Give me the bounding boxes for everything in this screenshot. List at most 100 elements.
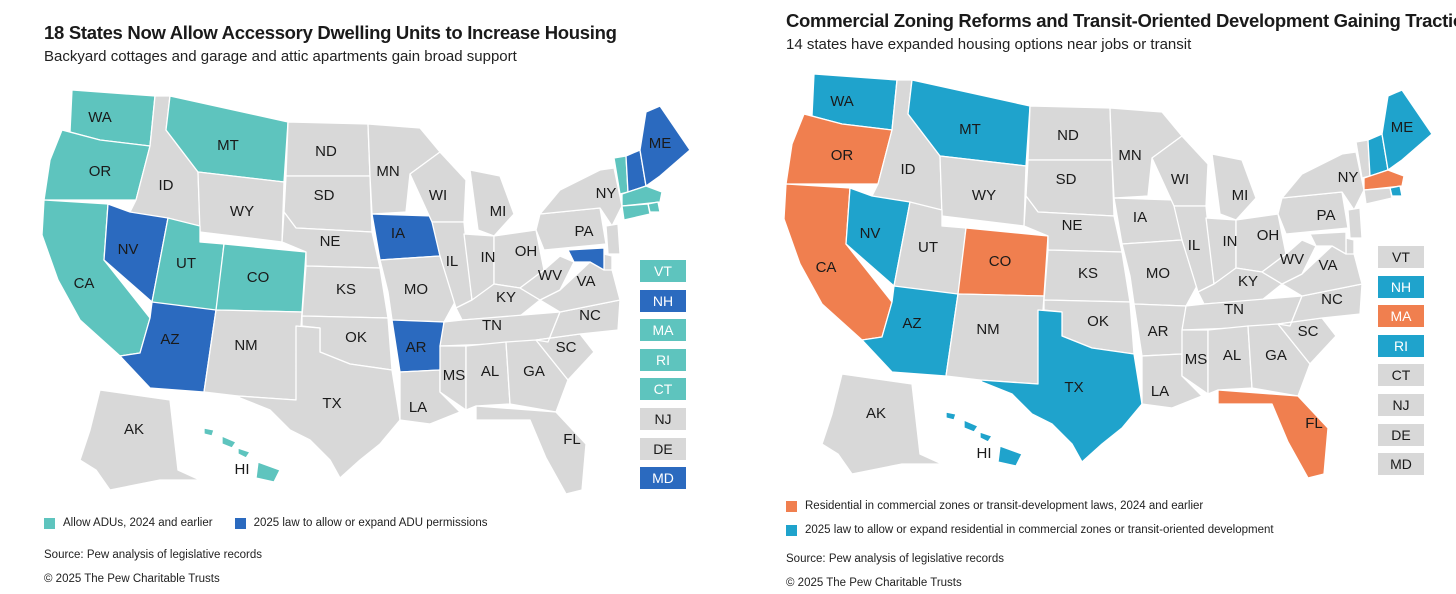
state-ct [621,203,651,221]
us-map: WA OR CA ID NV MT WY UT CO AZ NM ND SD N… [41,89,691,495]
state-label-la: LA [409,399,427,416]
state-label-ca: CA [74,275,95,292]
state-de [603,253,613,271]
legend-label: 2025 law to allow or expand residential … [805,524,1274,536]
state-label-ky: KY [496,289,516,306]
state-md [1309,231,1347,255]
state-mn [367,123,441,215]
state-label-ks: KS [1078,265,1098,282]
side-box-ma: MA [640,319,686,342]
state-label-ar: AR [406,339,427,356]
state-label-nc: NC [579,307,601,324]
state-hi-islet [203,427,251,459]
state-label-la: LA [1151,383,1169,400]
state-label-va: VA [1319,257,1338,274]
state-label-nd: ND [1057,127,1079,144]
state-label-mo: MO [1146,265,1170,282]
state-label-ak: AK [124,421,144,438]
side-box-nh: NH [640,289,686,312]
state-label-wi: WI [429,187,447,204]
source-note: Source: Pew analysis of legislative reco… [44,549,262,561]
legend-swatch [44,517,55,529]
state-pa [1277,191,1349,235]
state-label-wy: WY [230,203,254,220]
state-label-az: AZ [160,331,179,348]
state-label-il: IL [1188,237,1201,254]
side-box-vt: VT [1378,246,1424,268]
legend-item: Residential in commercial zones or trans… [786,500,1203,512]
state-ak [79,389,201,491]
state-label-mt: MT [959,121,981,138]
state-tx [979,309,1143,463]
state-hi [997,445,1023,467]
state-label-fl: FL [563,431,581,448]
state-nm [945,293,1045,385]
state-ia [371,213,441,261]
state-label-mt: MT [217,137,239,154]
state-mi [1211,153,1257,221]
small-states-legend: VT NH MA RI CT NJ DE MD [1378,246,1424,483]
state-label-mo: MO [404,281,428,298]
state-label-ne: NE [320,233,341,250]
legend-item: Allow ADUs, 2024 and earlier [44,517,213,529]
state-label-id: ID [901,161,916,178]
state-label-va: VA [577,273,596,290]
state-de [1345,237,1355,255]
state-md [567,247,605,271]
state-label-me: ME [649,135,672,152]
side-box-de: DE [640,437,686,460]
state-al [465,341,511,411]
state-label-wa: WA [88,109,112,126]
state-label-al: AL [1223,347,1241,364]
state-nm [203,309,303,401]
state-ny [1281,151,1365,211]
state-label-or: OR [89,163,112,180]
state-ga [505,339,569,413]
state-label-ny: NY [596,185,617,202]
state-label-hi: HI [235,461,250,478]
page-title: Commercial Zoning Reforms and Transit-Or… [786,10,1456,31]
state-sd [1025,159,1115,217]
small-states-legend: VT NH MA RI CT NJ DE MD [640,260,686,497]
side-box-ct: CT [1378,364,1424,387]
legend-label: Residential in commercial zones or trans… [805,500,1204,512]
state-label-wi: WI [1171,171,1189,188]
legend-item: 2025 law to allow or expand ADU permissi… [234,517,488,529]
source-note: Source: Pew analysis of legislative reco… [786,553,1004,565]
state-mn [1109,107,1183,199]
state-label-wv: WV [538,267,562,284]
map-legend: Residential in commercial zones or trans… [786,500,1274,536]
side-box-md: MD [1378,453,1424,476]
state-label-il: IL [446,253,459,270]
state-label-ut: UT [918,239,938,256]
state-label-al: AL [481,363,499,380]
page-title: 18 States Now Allow Accessory Dwelling U… [44,22,617,43]
state-label-nd: ND [315,143,337,160]
state-label-ar: AR [1148,323,1169,340]
state-label-in: IN [1223,233,1238,250]
copyright-note: © 2025 The Pew Charitable Trusts [786,577,962,589]
state-label-az: AZ [902,315,921,332]
legend-item: 2025 law to allow or expand residential … [786,524,1274,536]
state-label-or: OR [831,147,854,164]
state-label-mn: MN [1118,147,1141,164]
state-label-in: IN [481,249,496,266]
us-map: WA OR CA ID NV MT WY UT CO AZ NM ND SD N… [783,73,1433,479]
state-label-nv: NV [860,225,881,242]
state-label-co: CO [247,269,270,286]
state-label-oh: OH [1257,227,1280,244]
state-label-pa: PA [1317,207,1336,224]
side-box-nh: NH [1378,275,1424,298]
state-label-ok: OK [345,329,367,346]
state-label-nc: NC [1321,291,1343,308]
state-label-ut: UT [176,255,196,272]
state-mi [469,169,515,237]
state-ak [821,373,943,475]
page-subtitle: Backyard cottages and garage and attic a… [44,48,517,65]
side-box-vt: VT [640,260,686,282]
state-label-id: ID [159,177,174,194]
state-ma [621,185,663,207]
state-fl [1217,389,1329,479]
state-label-nv: NV [118,241,139,258]
legend-swatch [234,517,246,529]
